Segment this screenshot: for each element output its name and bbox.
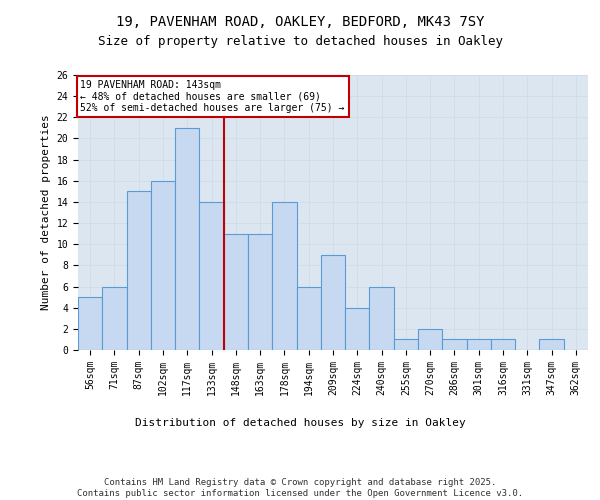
Bar (467, 340, 491, 350)
Bar (418, 329, 442, 350)
Bar (539, 340, 564, 350)
Bar (199, 202, 224, 350)
Bar (442, 340, 467, 350)
Bar (102, 286, 127, 350)
Bar (394, 340, 418, 350)
Text: Distribution of detached houses by size in Oakley: Distribution of detached houses by size … (134, 418, 466, 428)
Bar (224, 234, 248, 350)
Text: Size of property relative to detached houses in Oakley: Size of property relative to detached ho… (97, 35, 503, 48)
Bar (78, 297, 102, 350)
Bar (127, 192, 151, 350)
Bar (345, 308, 370, 350)
Bar (370, 286, 394, 350)
Text: Contains HM Land Registry data © Crown copyright and database right 2025.
Contai: Contains HM Land Registry data © Crown c… (77, 478, 523, 498)
Y-axis label: Number of detached properties: Number of detached properties (41, 114, 51, 310)
Text: 19 PAVENHAM ROAD: 143sqm
← 48% of detached houses are smaller (69)
52% of semi-d: 19 PAVENHAM ROAD: 143sqm ← 48% of detach… (80, 80, 345, 114)
Bar (296, 286, 321, 350)
Bar (272, 202, 296, 350)
Bar (248, 234, 272, 350)
Bar (321, 255, 345, 350)
Bar (491, 340, 515, 350)
Bar (151, 181, 175, 350)
Text: 19, PAVENHAM ROAD, OAKLEY, BEDFORD, MK43 7SY: 19, PAVENHAM ROAD, OAKLEY, BEDFORD, MK43… (116, 15, 484, 29)
Bar (175, 128, 199, 350)
